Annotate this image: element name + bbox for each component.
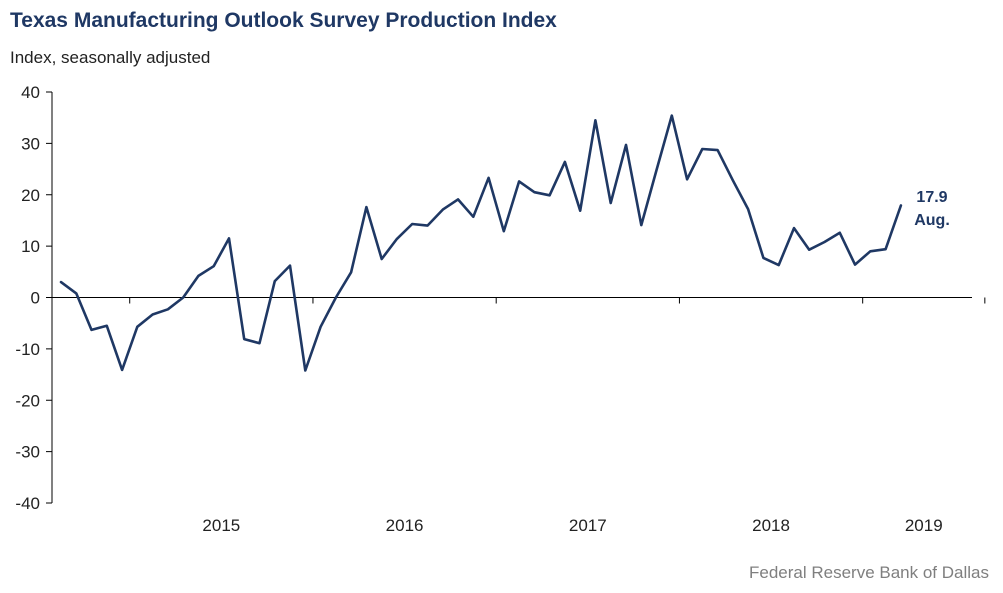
y-tick-label: 0 xyxy=(31,289,40,308)
y-axis-ticks: 40 30 20 10 0 -10 -20 -30 -40 xyxy=(15,83,52,513)
x-tick-label: 2017 xyxy=(569,516,607,535)
source-note: Federal Reserve Bank of Dallas xyxy=(748,563,989,582)
x-tick-label: 2015 xyxy=(202,516,240,535)
annotation-value: 17.9 xyxy=(916,189,947,206)
y-tick-label: -10 xyxy=(15,340,40,359)
y-tick-label: 10 xyxy=(21,237,40,256)
x-axis-ticks: 2015 2016 2017 2018 2019 xyxy=(129,297,986,535)
annotation-label: Aug. xyxy=(914,212,950,229)
y-tick-label: 30 xyxy=(21,134,40,153)
axes xyxy=(51,92,972,503)
chart-subtitle: Index, seasonally adjusted xyxy=(10,48,211,67)
y-tick-label: -20 xyxy=(15,391,40,410)
series-line xyxy=(59,114,903,372)
y-tick-label: 40 xyxy=(21,83,40,102)
x-tick-label: 2016 xyxy=(386,516,424,535)
y-tick-label: 20 xyxy=(21,186,40,205)
series-group xyxy=(59,114,903,372)
y-tick-label: -40 xyxy=(15,494,40,513)
x-tick-label: 2019 xyxy=(905,516,943,535)
y-tick-label: -30 xyxy=(15,443,40,462)
chart-title: Texas Manufacturing Outlook Survey Produ… xyxy=(10,9,557,32)
x-tick-label: 2018 xyxy=(752,516,790,535)
